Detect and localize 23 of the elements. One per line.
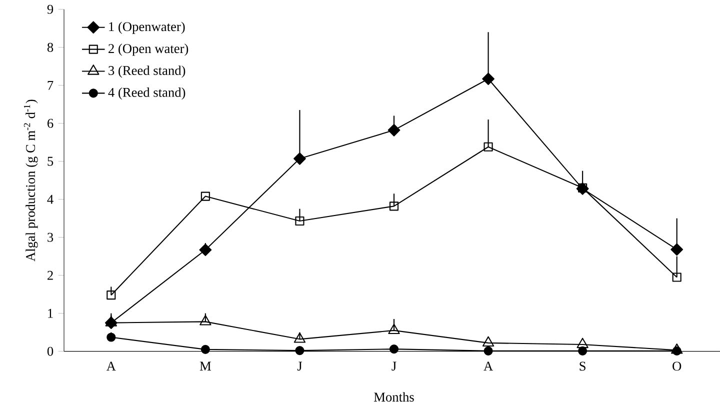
- x-tick-label: O: [672, 362, 682, 371]
- x-tick-label: M: [200, 362, 211, 370]
- x-axis-title: Months: [374, 392, 414, 402]
- legend-label: 4 (Reed stand): [108, 88, 186, 100]
- y-tick-label: 4: [47, 194, 54, 204]
- y-tick-label: 8: [47, 42, 54, 52]
- x-tick-label: A: [484, 362, 494, 371]
- x-tick-label: J: [392, 362, 396, 371]
- y-tick-label: 6: [48, 118, 54, 128]
- x-tick-label: J: [297, 362, 302, 371]
- legend-label: 2 (Open water): [108, 44, 188, 56]
- y-tick-label: 3: [48, 232, 54, 242]
- y-tick-label: 7: [48, 80, 54, 90]
- x-tick-label: A: [106, 362, 116, 371]
- x-tick-label: S: [580, 362, 586, 371]
- y-tick-label: 2: [48, 270, 53, 280]
- y-tick-label: 1: [48, 308, 53, 318]
- legend-label: 1 (Openwater): [109, 22, 185, 34]
- y-tick-label: 9: [47, 4, 54, 14]
- y-tick-label: 0: [47, 346, 54, 356]
- legend-label: 3 (Reed stand): [108, 66, 186, 78]
- y-axis-title: Algal production (g C m$^{-2}$ d$^{-1}$): [24, 100, 38, 262]
- y-tick-label: 5: [48, 156, 54, 166]
